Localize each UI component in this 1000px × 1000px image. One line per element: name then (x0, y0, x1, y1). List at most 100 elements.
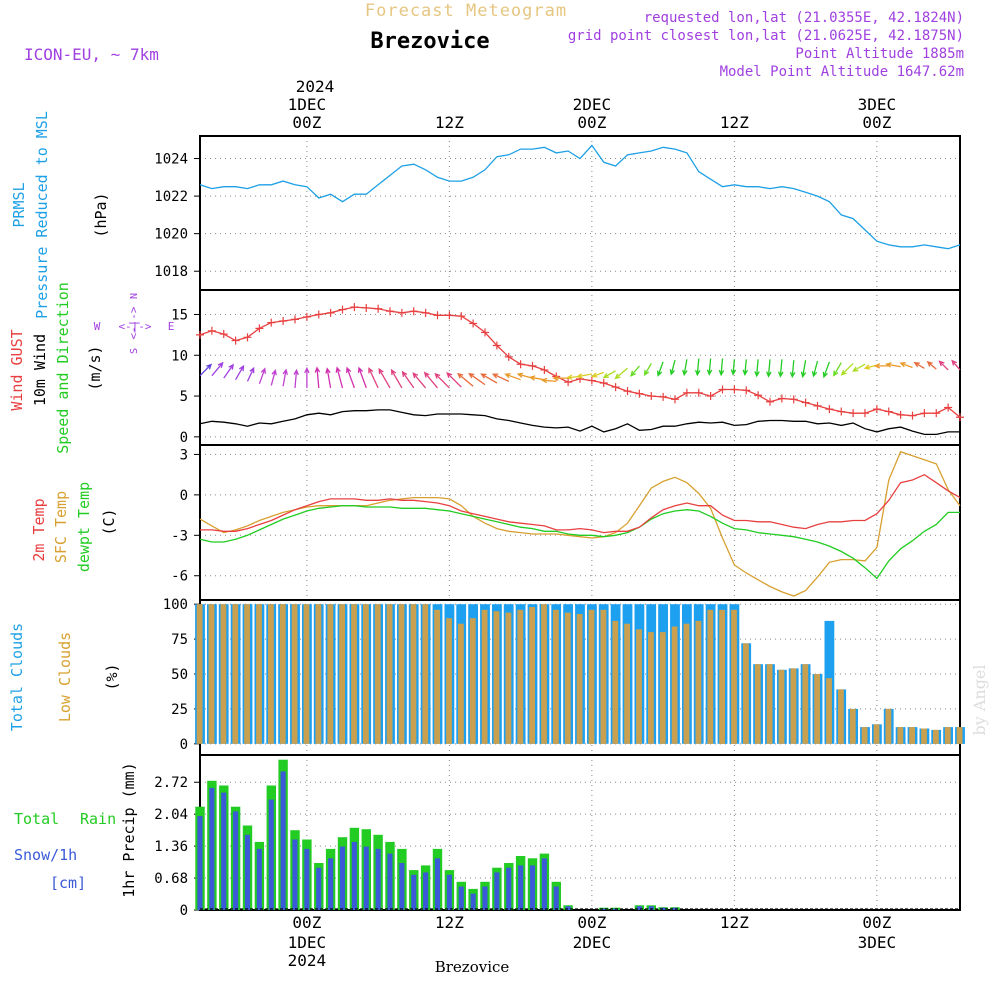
low-cloud-bar (279, 604, 286, 744)
low-cloud-bar (505, 612, 512, 744)
low-cloud-bar (553, 609, 559, 744)
snow-bar (292, 839, 298, 910)
gust-marker (777, 394, 786, 403)
top-hour-label: 00Z (292, 113, 321, 132)
snow-bar (328, 858, 334, 910)
low-cloud-bar (944, 727, 951, 744)
wind-arrow (873, 363, 889, 369)
wind-tick-label: 15 (171, 307, 188, 323)
gust-marker (920, 409, 929, 418)
clouds-tick-label: 100 (163, 597, 188, 613)
low-cloud-bar (933, 729, 939, 744)
snow-bar (363, 846, 369, 910)
snow-bar (209, 787, 215, 910)
wind-arrow (682, 359, 688, 377)
gust-marker (481, 328, 489, 337)
wind-arrow (730, 359, 737, 376)
low-cloud-bar (612, 620, 619, 744)
gust-marker (219, 330, 228, 339)
low-cloud-bar (861, 727, 868, 744)
temp-panel: -6 -3 0 3 (171, 444, 961, 601)
low-cloud-bar (410, 604, 417, 744)
temp-tick-label: 0 (180, 488, 188, 504)
gust-marker (397, 308, 406, 317)
compass-e: E (168, 320, 175, 333)
gust-marker (599, 379, 608, 387)
temp-label-1: 2m Temp (30, 498, 48, 561)
precip-frame (199, 754, 961, 911)
low-cloud-bar (885, 708, 892, 744)
gust-marker (682, 388, 691, 397)
gust-marker (754, 391, 763, 400)
wind-arrow (423, 371, 438, 389)
wind-arrow (614, 367, 628, 380)
precip-tick-label: 2.04 (154, 807, 188, 823)
wind-arrow (576, 373, 593, 379)
low-cloud-bar (208, 604, 215, 744)
wind-panel: 0 5 10 15 (171, 289, 964, 446)
watermark: by Angel (970, 664, 989, 735)
top-date-label: 1DEC (288, 95, 327, 114)
low-cloud-bar (541, 604, 547, 744)
precip-rain-label: Rain (80, 810, 116, 828)
bottom-hour-label: 12Z (720, 913, 749, 932)
wind-arrow (434, 372, 450, 389)
pressure-line (199, 144, 961, 250)
low-cloud-bar (291, 604, 298, 744)
snow-bar (482, 886, 488, 910)
low-cloud-bar (529, 607, 535, 744)
gust-marker (326, 308, 335, 317)
wind-arrow (913, 362, 925, 369)
requested-coords: requested lon,lat (21.0355E, 42.1824N) (644, 10, 964, 26)
low-cloud-bar (434, 609, 440, 744)
wind-arrow (777, 359, 784, 378)
wind-frame (199, 289, 961, 446)
compass-s: S (129, 348, 140, 354)
gust-marker (706, 392, 715, 401)
wind-arrow (885, 362, 901, 368)
snow-bar (375, 848, 381, 910)
wind-tick-label: 5 (180, 389, 188, 405)
gust-marker (350, 303, 359, 312)
wind-arrow (541, 377, 557, 384)
wind-speed-line (199, 409, 960, 436)
clouds-tick-label: 25 (171, 702, 188, 718)
gust-marker (694, 388, 703, 397)
bottom-date-label: 2DEC (573, 933, 612, 952)
precip-unit-cm: [cm] (50, 874, 86, 892)
gust-marker (861, 409, 869, 418)
low-cloud-bar (909, 727, 915, 744)
low-cloud-bar (422, 604, 429, 744)
wind-arrow (718, 358, 725, 377)
precip-tick-label: 0 (180, 903, 188, 919)
snow-bar (470, 893, 476, 910)
wind-arrow (656, 361, 664, 377)
gust-marker (932, 409, 941, 418)
gust-marker (207, 326, 216, 335)
point-altitude: Point Altitude 1885m (795, 46, 964, 62)
low-cloud-bar (849, 708, 856, 744)
gust-marker (837, 407, 846, 416)
wind-gust-line (199, 306, 961, 418)
gust-marker (362, 303, 371, 312)
precip-tick-label: 1.36 (154, 839, 188, 855)
pressure-tick-label: 1024 (154, 152, 188, 168)
wind-arrow (211, 361, 224, 377)
compass-w: W (94, 320, 101, 333)
low-cloud-bar (232, 604, 239, 744)
low-cloud-bar (671, 626, 678, 744)
gust-marker (457, 312, 466, 321)
wind-arrow (811, 360, 819, 378)
top-hour-label: 00Z (862, 113, 891, 132)
snow-bar (233, 811, 239, 910)
clouds-label-1: Total Clouds (8, 623, 26, 731)
wind-arrow (304, 366, 310, 388)
snow-bar (518, 865, 524, 910)
clouds-panel: 0 25 50 75 100 (163, 597, 965, 756)
gust-marker (386, 307, 394, 316)
snow-bar (197, 816, 203, 910)
sfc-temp-line (199, 450, 961, 597)
low-cloud-bar (600, 609, 607, 744)
wind-tick-label: 10 (171, 348, 188, 364)
low-cloud-bar (220, 604, 227, 744)
